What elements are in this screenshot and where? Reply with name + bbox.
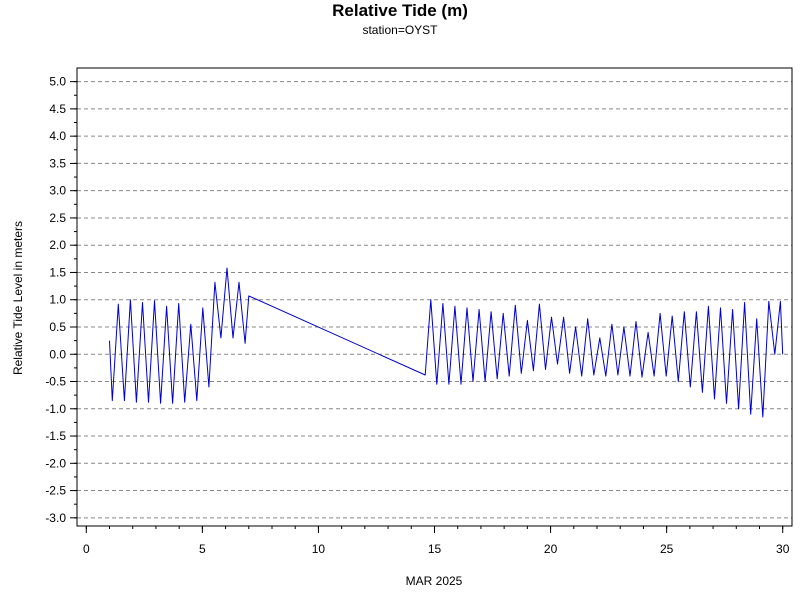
x-tick-label: 30 bbox=[776, 542, 790, 556]
chart-subtitle: station=OYST bbox=[362, 23, 438, 37]
x-tick-label: 10 bbox=[312, 542, 326, 556]
x-tick-label: 15 bbox=[428, 542, 442, 556]
y-tick-label: -0.5 bbox=[45, 375, 66, 389]
y-tick-label: 4.5 bbox=[49, 102, 66, 116]
x-tick-label: 25 bbox=[660, 542, 674, 556]
y-tick-label: 1.5 bbox=[49, 265, 66, 279]
y-tick-label: 1.0 bbox=[49, 293, 66, 307]
y-tick-label: 4.0 bbox=[49, 129, 66, 143]
x-tick-label: 5 bbox=[199, 542, 206, 556]
y-tick-label: -2.5 bbox=[45, 484, 66, 498]
y-tick-label: -2.0 bbox=[45, 456, 66, 470]
x-tick-label: 0 bbox=[83, 542, 90, 556]
y-tick-label: 3.5 bbox=[49, 156, 66, 170]
y-tick-label: 2.0 bbox=[49, 238, 66, 252]
y-tick-label: -3.0 bbox=[45, 511, 66, 525]
y-tick-label: 3.0 bbox=[49, 184, 66, 198]
tide-series-line bbox=[109, 267, 784, 418]
x-axis-label: MAR 2025 bbox=[405, 574, 463, 588]
y-tick-label: -1.5 bbox=[45, 429, 66, 443]
y-tick-label: -1.0 bbox=[45, 402, 66, 416]
y-tick-label: 5.0 bbox=[49, 75, 66, 89]
chart-title: Relative Tide (m) bbox=[332, 1, 468, 20]
plot-frame bbox=[76, 67, 793, 527]
x-tick-label: 20 bbox=[544, 542, 558, 556]
y-tick-label: 0.0 bbox=[49, 347, 66, 361]
y-tick-label: 2.5 bbox=[49, 211, 66, 225]
y-tick-label: 0.5 bbox=[49, 320, 66, 334]
